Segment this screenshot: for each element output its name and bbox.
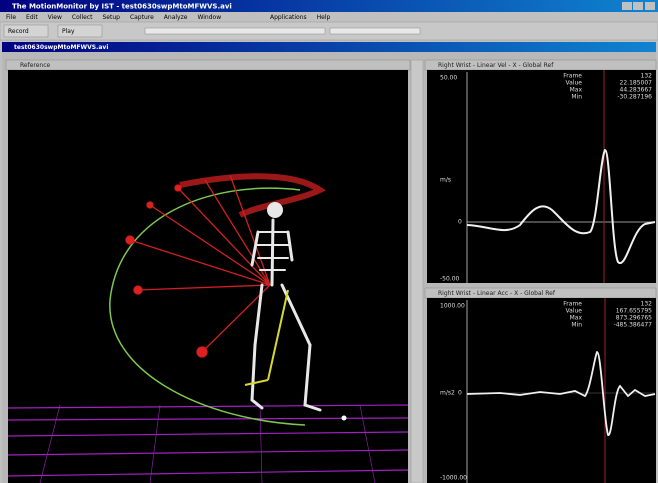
y-zero-label: 0 xyxy=(458,219,462,226)
view-title: Reference xyxy=(20,62,51,69)
graph-top-title: Right Wrist - Linear Vel - X - Global Re… xyxy=(438,62,554,69)
view-header xyxy=(5,59,411,71)
ball xyxy=(341,415,347,421)
menu-item[interactable]: View xyxy=(48,14,62,21)
menu-item[interactable]: Window xyxy=(197,14,221,21)
menu-item[interactable]: Edit xyxy=(26,14,38,21)
y-unit-label: m/s2 xyxy=(440,390,455,397)
speed-slider[interactable] xyxy=(329,27,421,35)
3d-view[interactable] xyxy=(8,70,408,483)
club-shaft xyxy=(244,289,289,386)
menu-bar xyxy=(0,12,658,22)
readout-value: 132 xyxy=(641,73,653,80)
menu-item[interactable]: Applications xyxy=(270,14,307,21)
title-bar xyxy=(0,0,658,12)
readout-label: Frame xyxy=(563,73,582,80)
document-title-bar xyxy=(2,42,656,52)
menu-item[interactable]: File xyxy=(6,14,16,21)
readout-value: 132 xyxy=(641,301,653,308)
readout-value: 873.296765 xyxy=(616,315,652,322)
menu-item[interactable]: Capture xyxy=(130,14,154,21)
splitter[interactable] xyxy=(410,59,424,483)
readout-value: -30.287196 xyxy=(617,94,652,101)
menu-item[interactable]: Help xyxy=(317,14,331,21)
menu-item[interactable]: Collect xyxy=(72,14,93,21)
play-button[interactable] xyxy=(57,24,103,38)
y-top-label: 1000.00 xyxy=(440,303,465,310)
readout-label: Value xyxy=(566,308,583,315)
readout-label: Frame xyxy=(563,301,582,308)
curve xyxy=(466,148,656,265)
document-title: test0630swpMtoMFWVS.avi xyxy=(14,44,108,51)
readout-value: 167.655795 xyxy=(616,308,652,315)
readout-label: Max xyxy=(570,87,583,94)
y-bottom-label: -1000.00 xyxy=(440,475,467,482)
floor-grid xyxy=(7,404,409,483)
curve xyxy=(466,351,656,436)
time-slider[interactable] xyxy=(144,27,326,35)
readout-label: Min xyxy=(571,322,582,329)
readout-label: Min xyxy=(571,94,582,101)
readout-value: 44.283667 xyxy=(620,87,653,94)
graph-bottom-title: Right Wrist - Linear Acc - X - Global Re… xyxy=(438,290,556,297)
club-path xyxy=(109,187,306,426)
menu: File Edit View Collect Setup Capture Analyze Wi… xyxy=(6,14,331,21)
window-controls[interactable] xyxy=(622,2,655,10)
record-button[interactable] xyxy=(3,24,49,38)
y-top-label: 50.00 xyxy=(440,75,457,82)
readout-label: Max xyxy=(570,315,583,322)
toolbar xyxy=(0,21,658,41)
y-unit-label: m/s xyxy=(440,177,451,184)
menu-item[interactable]: Setup xyxy=(102,14,120,21)
record-label[interactable]: Record xyxy=(8,28,29,35)
y-bottom-label: -50.00 xyxy=(440,276,460,283)
graph-top-plot[interactable] xyxy=(427,70,656,283)
skeleton xyxy=(250,202,322,412)
menu-item[interactable]: Analyze xyxy=(164,14,188,21)
readout: Frame 132 Value 22.185007 Max 44.283667 Min -30… xyxy=(563,73,652,101)
y-zero-label: 0 xyxy=(458,390,462,397)
swing-trail xyxy=(125,173,326,358)
readout-value: 22.185007 xyxy=(620,80,653,87)
window-title: The MotionMonitor by IST - test0630swpMt… xyxy=(12,3,232,11)
readout-value: -485.386477 xyxy=(614,322,653,329)
readout-label: Value xyxy=(566,80,583,87)
play-label[interactable]: Play xyxy=(62,28,75,35)
readout: Frame 132 Value 167.655795 Max 873.296765 Min -… xyxy=(563,301,652,329)
